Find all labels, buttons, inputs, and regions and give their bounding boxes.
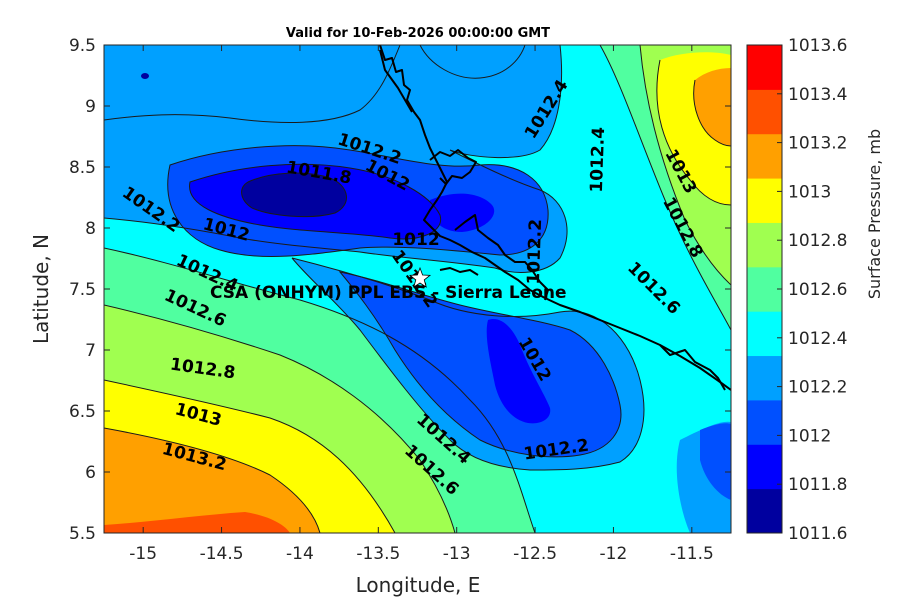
site-star-icon (408, 266, 432, 288)
y-tick-label: 6 (85, 463, 96, 483)
colorbar: 1011.6 1011.8 1012 1012.2 1012.4 1012.6 1012.8… (746, 36, 847, 544)
colorbar-segment (747, 266, 782, 312)
colorbar-segment (747, 89, 782, 135)
y-tick-label: 9 (85, 97, 96, 117)
band-1011-8-s (486, 319, 551, 424)
band-1011-6-dot (141, 73, 149, 79)
band-1012-2-nw-patch (104, 45, 400, 123)
contour-label: 1012 (392, 230, 439, 250)
colorbar-tick-label: 1012.2 (788, 378, 847, 398)
x-tick-label: -12.5 (513, 544, 557, 564)
y-tick-label: 7.5 (69, 280, 96, 300)
x-tick-label: -15 (129, 544, 157, 564)
x-tick-label: -13 (443, 544, 471, 564)
x-tick-label: -14.5 (200, 544, 244, 564)
x-tick-label: -13.5 (356, 544, 400, 564)
isoline-1012-8-e (639, 45, 731, 286)
map-title: Valid for 10-Feb-2026 00:00:00 GMT (286, 26, 550, 41)
colorbar-tick-label: 1012.8 (788, 231, 847, 251)
colorbar-segment (747, 311, 782, 357)
isoline-1012-6-sw (104, 247, 536, 533)
y-tick-label: 7 (85, 341, 96, 361)
isoline-1011-6 (241, 172, 347, 218)
y-axis-label: Latitude, N (29, 234, 53, 344)
colorbar-segment (747, 399, 782, 445)
colorbar-tick-label: 1013.2 (788, 134, 847, 154)
site-marker: CSA (ONHYM) PPL EBS - Sierra Leone (210, 266, 567, 303)
site-label: CSA (ONHYM) PPL EBS - Sierra Leone (210, 283, 567, 303)
colorbar-segment (747, 133, 782, 179)
y-tick-label: 9.5 (69, 36, 96, 56)
y-tick-label: 8 (85, 219, 96, 239)
colorbar-segment (747, 45, 782, 90)
isoline-1013-2-sw (104, 427, 321, 533)
band-1011-8-e (429, 193, 495, 232)
colorbar-tick-label: 1012 (788, 426, 831, 446)
y-tick-label: 6.5 (69, 402, 96, 422)
contour-label: 1012.4 (587, 127, 609, 193)
isoline-1013-sw (104, 379, 396, 533)
river-border (379, 49, 413, 113)
x-tick-label: -14 (286, 544, 314, 564)
colorbar-label: Surface Pressure, mb (865, 129, 884, 299)
x-tick-label: -11.5 (670, 544, 714, 564)
colorbar-segment (747, 178, 782, 223)
colorbar-tick-label: 1011.8 (788, 475, 847, 495)
isoline-1012-2-s (291, 257, 645, 471)
band-1013-2-sw (104, 428, 320, 533)
isoline-1012-6-n (419, 45, 526, 79)
y-axis-ticks: 5.5 6 6.5 7 7.5 8 8.5 9 9.5 (69, 36, 731, 544)
x-axis-label: Longitude, E (356, 573, 481, 597)
national-border (454, 214, 549, 301)
colorbar-tick-label: 1013 (788, 182, 831, 202)
colorbar-segment (747, 355, 782, 401)
band-1012-s (340, 272, 621, 457)
coastline-inlet (429, 149, 477, 185)
contour-fill-layer (104, 45, 731, 533)
colorbar-tick-label: 1011.6 (788, 524, 847, 544)
y-tick-label: 5.5 (69, 524, 96, 544)
y-tick-label: 8.5 (69, 158, 96, 178)
colorbar-tick-label: 1013.6 (788, 36, 847, 56)
isoline-1012-2-nw (104, 45, 401, 124)
band-1011-6-min (241, 173, 347, 217)
colorbar-tick-label: 1012.6 (788, 280, 847, 300)
isoline-1012-6-e (599, 45, 731, 331)
colorbar-tick-label: 1012.4 (788, 329, 847, 349)
colorbar-segment (747, 444, 782, 490)
x-axis-ticks: -15 -14.5 -14 -13.5 -13 -12.5 -12 -11.5 (129, 45, 714, 564)
isoline-1011-8 (189, 163, 442, 240)
x-tick-label: -12 (600, 544, 628, 564)
colorbar-tick-label: 1013.4 (788, 85, 847, 105)
isoline-1013-2-e (693, 79, 731, 147)
island-shoreline (439, 267, 479, 276)
isoline-1012-s (338, 271, 622, 458)
colorbar-segment (747, 222, 782, 268)
colorbar-segment (747, 488, 782, 534)
isoline-1013-e (656, 59, 731, 206)
isoline-1012-8-sw (104, 304, 456, 533)
contour-label: 1012.2 (524, 219, 546, 285)
isoline-1012 (167, 145, 549, 257)
coastline (379, 45, 731, 391)
band-1013-4-sw (104, 512, 290, 533)
band-1012-se (700, 423, 731, 500)
isoline-1012-2-n (104, 45, 568, 273)
border-southeast (659, 344, 726, 391)
